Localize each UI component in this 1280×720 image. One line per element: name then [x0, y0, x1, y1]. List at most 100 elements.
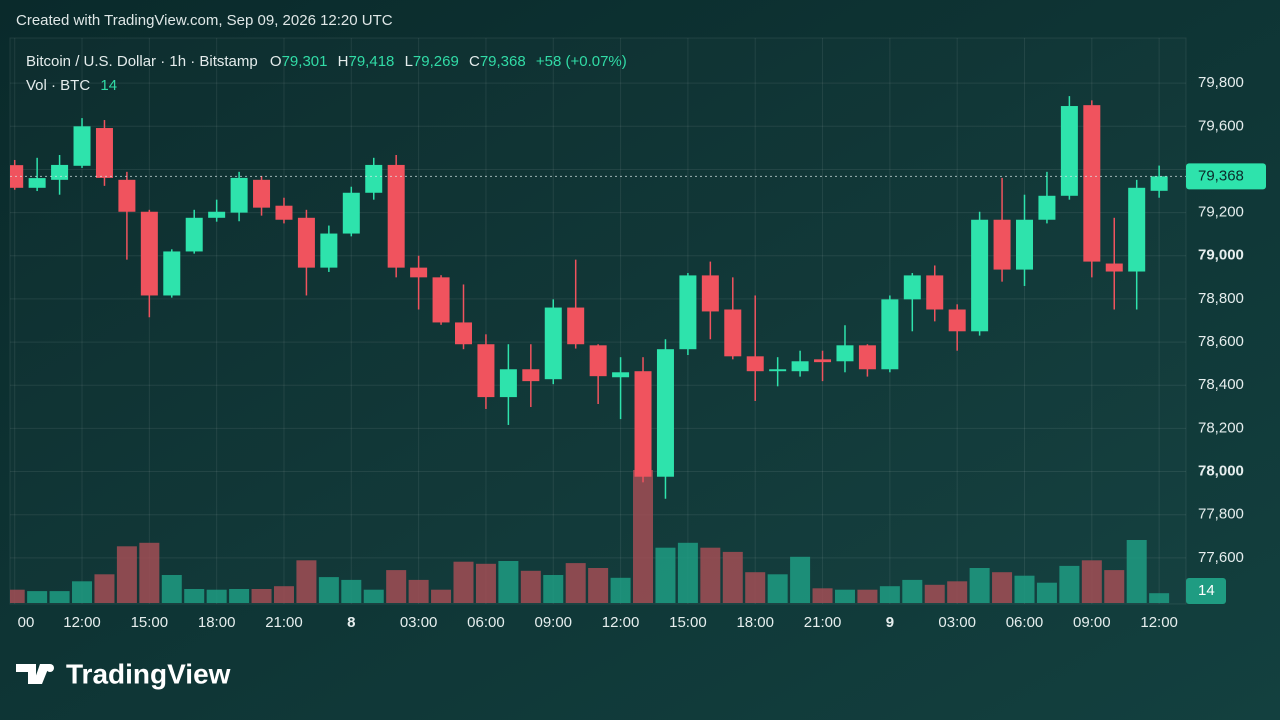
volume-bar	[857, 589, 878, 603]
volume-bar	[879, 586, 900, 603]
volume-bar	[139, 542, 160, 603]
volume-bar	[1081, 560, 1102, 603]
y-tick-label: 78,400	[1198, 376, 1244, 393]
y-tick-label: 78,800	[1198, 290, 1244, 307]
volume-bar	[72, 581, 93, 603]
candle-body	[230, 177, 248, 213]
candle-body	[1060, 106, 1078, 196]
logo-text: TradingView	[66, 658, 231, 689]
candle-body	[342, 192, 360, 234]
volume-bar	[745, 572, 766, 603]
volume-bar	[992, 572, 1013, 603]
candle-body	[634, 371, 652, 477]
candle-body	[656, 349, 674, 477]
x-tick-label: 12:00	[63, 614, 101, 631]
x-tick-label: 03:00	[938, 614, 976, 631]
candle-body	[836, 345, 854, 362]
volume-bar	[453, 561, 474, 603]
volume-bar	[341, 579, 362, 603]
last-price-label: 79,368	[1198, 167, 1244, 184]
candle-body	[858, 345, 876, 370]
candle-body	[365, 164, 383, 193]
x-tick-label: 03:00	[400, 614, 438, 631]
candle-body	[971, 219, 989, 332]
volume-bar	[633, 470, 654, 603]
logo-icon	[16, 664, 50, 684]
volume-bar	[969, 568, 990, 603]
candle-layer	[10, 96, 1186, 499]
candle-body	[118, 179, 136, 212]
x-tick-label: 06:00	[467, 614, 505, 631]
candle-body	[746, 356, 764, 372]
volume-bar	[475, 563, 496, 603]
volume-bar	[902, 579, 923, 603]
logo-dot	[46, 664, 54, 672]
volume-bar	[543, 575, 564, 603]
grid	[10, 38, 1186, 604]
volume-bar	[700, 547, 721, 603]
volume-bar	[94, 574, 115, 603]
candle-body	[769, 369, 787, 372]
candle-body	[51, 164, 69, 180]
candle-body	[320, 233, 338, 268]
x-tick-label: 15:00	[131, 614, 169, 631]
x-tick-label: 00	[18, 614, 35, 631]
volume-bar	[520, 570, 541, 603]
x-tick-label: 15:00	[669, 614, 707, 631]
volume-bar	[27, 591, 48, 603]
volume-bar	[161, 575, 182, 603]
candle-body	[903, 275, 921, 300]
volume-bar	[610, 577, 631, 603]
candle-body	[1128, 187, 1146, 272]
logo: TradingView	[16, 658, 231, 689]
x-tick-label: 21:00	[804, 614, 842, 631]
volume-bar	[49, 591, 70, 603]
volume-bar	[229, 589, 250, 603]
y-tick-label: 78,600	[1198, 333, 1244, 350]
candle-body	[253, 179, 271, 208]
candle-body	[1038, 195, 1056, 220]
candle-body	[297, 217, 315, 268]
volume-bar	[1014, 575, 1035, 603]
x-tick-label: 18:00	[736, 614, 774, 631]
last-volume-label: 14	[1198, 582, 1215, 599]
volume-bar	[834, 589, 855, 603]
volume-bar	[1104, 570, 1125, 603]
candle-body	[455, 322, 472, 345]
candle-body	[73, 126, 91, 166]
volume-bar	[386, 570, 407, 603]
candle-body	[387, 164, 405, 268]
candle-body	[140, 211, 158, 296]
volume-bar	[296, 560, 317, 603]
x-tick-label: 12:00	[1140, 614, 1178, 631]
candle-body	[1016, 219, 1033, 270]
candle-body	[208, 211, 226, 218]
volume-bar	[677, 542, 698, 603]
volume-bar	[924, 584, 945, 603]
y-tick-label: 78,200	[1198, 419, 1244, 436]
candle-body	[499, 369, 517, 398]
x-tick-label: 9	[886, 614, 894, 631]
y-tick-label: 79,000	[1198, 247, 1244, 264]
y-tick-label: 79,800	[1198, 74, 1244, 91]
volume-bar	[498, 561, 519, 603]
volume-bar	[206, 589, 227, 603]
candle-body	[881, 299, 899, 370]
candle-body	[95, 128, 113, 178]
volume-bar	[767, 574, 788, 603]
volume-bar	[273, 586, 294, 603]
x-tick-label: 09:00	[534, 614, 572, 631]
volume-bar	[588, 568, 609, 603]
volume-bar	[116, 546, 137, 603]
volume-bar	[408, 579, 429, 603]
y-tick-label: 77,800	[1198, 506, 1244, 523]
candle-body	[701, 275, 719, 312]
volume-bar	[812, 588, 833, 603]
x-tick-label: 18:00	[198, 614, 236, 631]
x-tick-label: 12:00	[602, 614, 640, 631]
y-tick-label: 78,000	[1198, 463, 1244, 480]
volume-bar	[722, 551, 743, 603]
candle-body	[814, 359, 832, 363]
